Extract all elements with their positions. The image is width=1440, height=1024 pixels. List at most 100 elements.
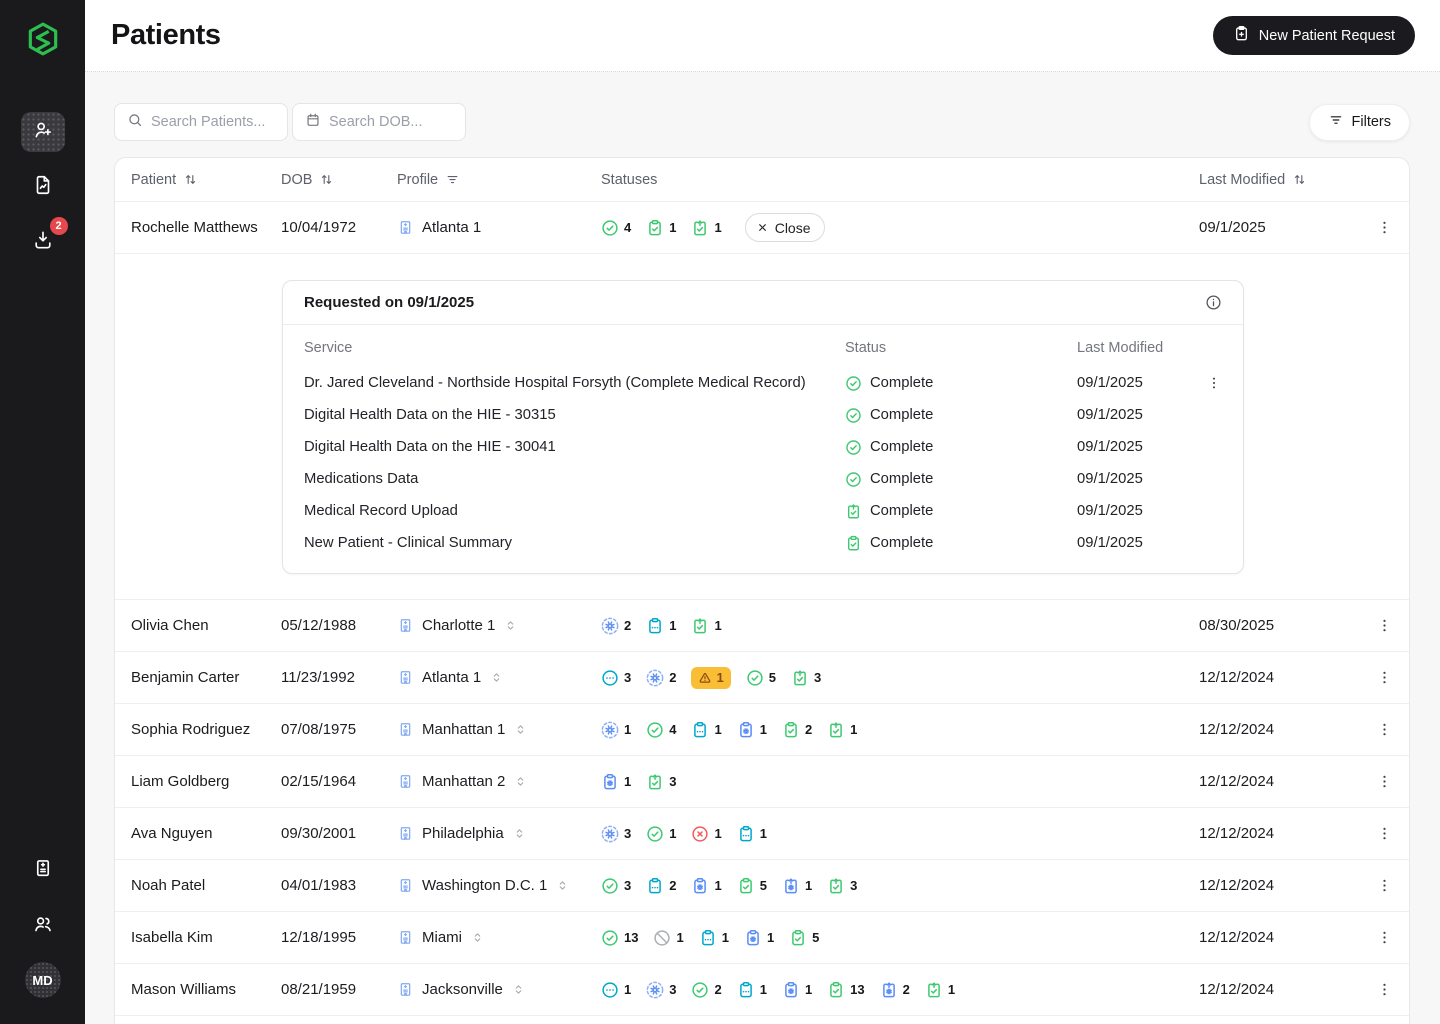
service-status: Complete — [845, 471, 1077, 488]
row-menu-button[interactable] — [1376, 721, 1393, 738]
search-dob-input[interactable] — [329, 114, 453, 130]
request-panel: Requested on 09/1/2025 Service Status La… — [282, 280, 1244, 574]
service-last-modified: 09/1/2025 — [1077, 503, 1204, 519]
status-gear-processing: 3 — [601, 825, 631, 843]
status-clipboard-gear: 1 — [782, 981, 812, 999]
status-clipboard-gear: 1 — [737, 721, 767, 739]
service-menu-button[interactable] — [1206, 375, 1222, 391]
status-clipboard-check: 5 — [789, 929, 819, 947]
search-patients-field[interactable] — [114, 103, 288, 141]
row-menu-button[interactable] — [1376, 617, 1393, 634]
profile-selector-icon[interactable] — [489, 670, 504, 685]
service-name: Medical Record Upload — [304, 503, 845, 519]
app-logo-icon[interactable] — [24, 20, 62, 58]
row-menu-button[interactable] — [1376, 669, 1393, 686]
sidebar-item-reports[interactable] — [21, 167, 65, 207]
status-check-circle: 3 — [601, 877, 631, 895]
profile-name: Miami — [422, 929, 462, 946]
table-row[interactable]: Sophia Rodriguez 07/08/1975 Manhattan 1 … — [115, 703, 1409, 755]
sidebar-item-facilities[interactable] — [21, 850, 65, 890]
service-status: Complete — [845, 407, 1077, 424]
table-row[interactable]: Isabella Kim 12/18/1995 Miami 131115 12/… — [115, 911, 1409, 963]
status-x-circle: 1 — [691, 825, 721, 843]
sort-icon[interactable] — [183, 172, 198, 187]
calendar-icon — [305, 112, 321, 133]
profile-cell: Atlanta 1 — [397, 669, 601, 686]
profile-selector-icon[interactable] — [512, 826, 527, 841]
status-slash-circle: 1 — [653, 929, 683, 947]
profile-selector-icon[interactable] — [511, 982, 526, 997]
sidebar-item-patients[interactable] — [21, 112, 65, 152]
profile-cell: Manhattan 1 — [397, 721, 601, 738]
profile-name: Jacksonville — [422, 981, 503, 998]
service-row: Medications Data Complete 09/1/2025 — [304, 463, 1222, 495]
patient-name: Ava Nguyen — [131, 825, 281, 842]
status-clipboard-upload-check: 1 — [691, 617, 721, 635]
service-name: Medications Data — [304, 471, 845, 487]
table-row[interactable]: Benjamin Carter 11/23/1992 Atlanta 1 321… — [115, 651, 1409, 703]
row-menu-button[interactable] — [1376, 773, 1393, 790]
patient-dob: 04/01/1983 — [281, 877, 397, 894]
status-clipboard-upload-check: 1 — [827, 721, 857, 739]
user-avatar[interactable]: MD — [25, 962, 61, 998]
status-check-circle: 1 — [646, 825, 676, 843]
service-row: Digital Health Data on the HIE - 30041 C… — [304, 431, 1222, 463]
service-status: Complete — [845, 375, 1077, 392]
row-menu-button[interactable] — [1376, 877, 1393, 894]
patient-name: Rochelle Matthews — [131, 219, 281, 236]
last-modified: 12/12/2024 — [1199, 929, 1349, 946]
table-row[interactable]: Ava Nguyen 09/30/2001 Philadelphia 3111 … — [115, 807, 1409, 859]
request-panel-title: Requested on 09/1/2025 — [304, 294, 474, 311]
status-check-circle: 4 — [646, 721, 676, 739]
table-row[interactable]: Rochelle Matthews 10/04/1972 Atlanta 1 4… — [115, 201, 1409, 253]
table-row[interactable] — [115, 1015, 1409, 1024]
column-header-profile: Profile — [397, 172, 601, 188]
sidebar-item-team[interactable] — [21, 906, 65, 946]
status-gear-processing: 3 — [646, 981, 676, 999]
status-clipboard-check: 1 — [646, 219, 676, 237]
last-modified: 12/12/2024 — [1199, 981, 1349, 998]
search-dob-field[interactable] — [292, 103, 466, 141]
row-menu-button[interactable] — [1376, 981, 1393, 998]
service-row: Digital Health Data on the HIE - 30315 C… — [304, 399, 1222, 431]
info-icon[interactable] — [1205, 294, 1222, 311]
search-patients-input[interactable] — [151, 114, 275, 130]
profile-selector-icon[interactable] — [503, 618, 518, 633]
patient-name: Benjamin Carter — [131, 669, 281, 686]
patient-name: Olivia Chen — [131, 617, 281, 634]
table-row[interactable]: Noah Patel 04/01/1983 Washington D.C. 1 … — [115, 859, 1409, 911]
service-row: Medical Record Upload Complete 09/1/2025 — [304, 495, 1222, 527]
row-menu-button[interactable] — [1376, 929, 1393, 946]
building-icon — [397, 617, 414, 634]
patient-dob: 09/30/2001 — [281, 825, 397, 842]
profile-name: Charlotte 1 — [422, 617, 495, 634]
profile-cell: Washington D.C. 1 — [397, 877, 601, 894]
new-patient-request-button[interactable]: New Patient Request — [1213, 16, 1415, 55]
building-icon — [397, 219, 414, 236]
patients-table: Patient DOB Profile Statuses Last Modifi… — [114, 157, 1410, 1024]
building-icon — [397, 929, 414, 946]
service-name: Digital Health Data on the HIE - 30315 — [304, 407, 845, 423]
service-last-modified: 09/1/2025 — [1077, 407, 1204, 423]
status-check-circle: 13 — [601, 929, 638, 947]
status-check-circle: 4 — [601, 219, 631, 237]
profile-selector-icon[interactable] — [555, 878, 570, 893]
filters-button[interactable]: Filters — [1309, 104, 1410, 141]
filter-icon[interactable] — [445, 172, 460, 187]
sidebar-item-downloads[interactable]: 2 — [21, 222, 65, 262]
status-check-circle: 5 — [746, 669, 776, 687]
table-row[interactable]: Mason Williams 08/21/1959 Jacksonville 1… — [115, 963, 1409, 1015]
table-row[interactable]: Olivia Chen 05/12/1988 Charlotte 1 211 0… — [115, 599, 1409, 651]
status-clipboard-upload-check: 1 — [925, 981, 955, 999]
table-row[interactable]: Liam Goldberg 02/15/1964 Manhattan 2 13 … — [115, 755, 1409, 807]
row-menu-button[interactable] — [1376, 825, 1393, 842]
profile-selector-icon[interactable] — [470, 930, 485, 945]
sort-icon[interactable] — [319, 172, 334, 187]
close-expanded-button[interactable]: Close — [745, 213, 825, 242]
table-body: Rochelle Matthews 10/04/1972 Atlanta 1 4… — [115, 201, 1409, 1024]
row-menu-button[interactable] — [1376, 219, 1393, 236]
profile-selector-icon[interactable] — [513, 722, 528, 737]
profile-selector-icon[interactable] — [513, 774, 528, 789]
sort-icon[interactable] — [1292, 172, 1307, 187]
building-icon — [397, 981, 414, 998]
